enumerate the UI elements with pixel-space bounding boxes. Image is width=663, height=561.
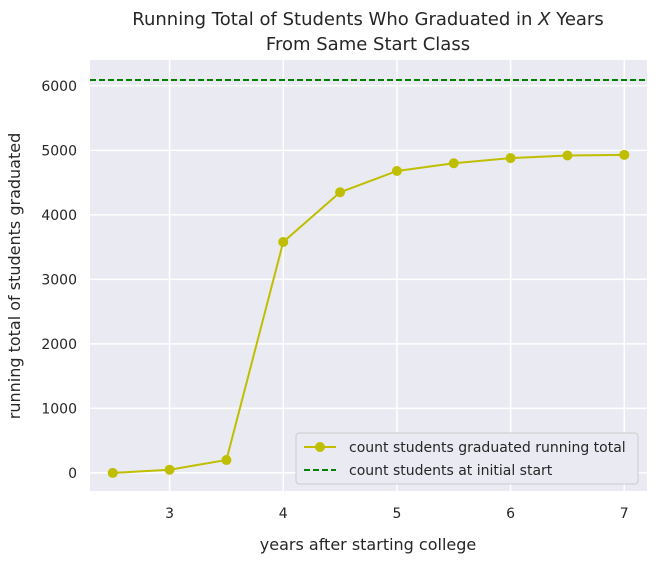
y-tick-label: 0 xyxy=(68,466,77,482)
y-tick-label: 1000 xyxy=(41,401,77,417)
y-axis-ticks: 0 1000 2000 3000 4000 5000 6000 xyxy=(41,79,77,482)
chart-title-line-2: From Same Start Class xyxy=(266,34,470,55)
legend-series-marker xyxy=(315,442,325,452)
grid xyxy=(90,60,647,491)
data-point xyxy=(335,187,346,198)
data-point xyxy=(619,149,630,160)
x-tick-label: 5 xyxy=(392,506,401,522)
series-layer xyxy=(107,149,630,478)
legend-hline-label: count students at initial start xyxy=(349,463,553,479)
plot-area xyxy=(90,60,647,491)
legend-box xyxy=(295,432,639,485)
series-line xyxy=(112,153,625,474)
legend: count students graduated running total c… xyxy=(295,432,639,485)
y-axis-label: running total of students graduated xyxy=(5,133,24,420)
x-tick-label: 3 xyxy=(165,506,174,522)
data-point xyxy=(164,464,175,475)
data-point xyxy=(448,158,459,169)
y-tick-label: 2000 xyxy=(41,337,77,353)
x-tick-label: 6 xyxy=(506,506,515,522)
data-point xyxy=(278,236,289,247)
y-tick-label: 3000 xyxy=(41,272,77,288)
data-point xyxy=(562,150,573,161)
legend-series-label: count students graduated running total xyxy=(349,440,626,456)
data-point xyxy=(221,455,232,466)
chart-title-line-1: Running Total of Students Who Graduated … xyxy=(132,9,603,30)
y-tick-label: 6000 xyxy=(41,79,77,95)
y-tick-label: 4000 xyxy=(41,208,77,224)
x-tick-label: 7 xyxy=(620,506,629,522)
x-axis-ticks: 3 4 5 6 7 xyxy=(165,506,629,522)
y-tick-label: 5000 xyxy=(41,143,77,159)
x-axis-label: years after starting college xyxy=(260,535,476,554)
data-point xyxy=(391,165,402,176)
data-point xyxy=(505,153,516,164)
data-point xyxy=(107,467,118,478)
x-tick-label: 4 xyxy=(279,506,288,522)
